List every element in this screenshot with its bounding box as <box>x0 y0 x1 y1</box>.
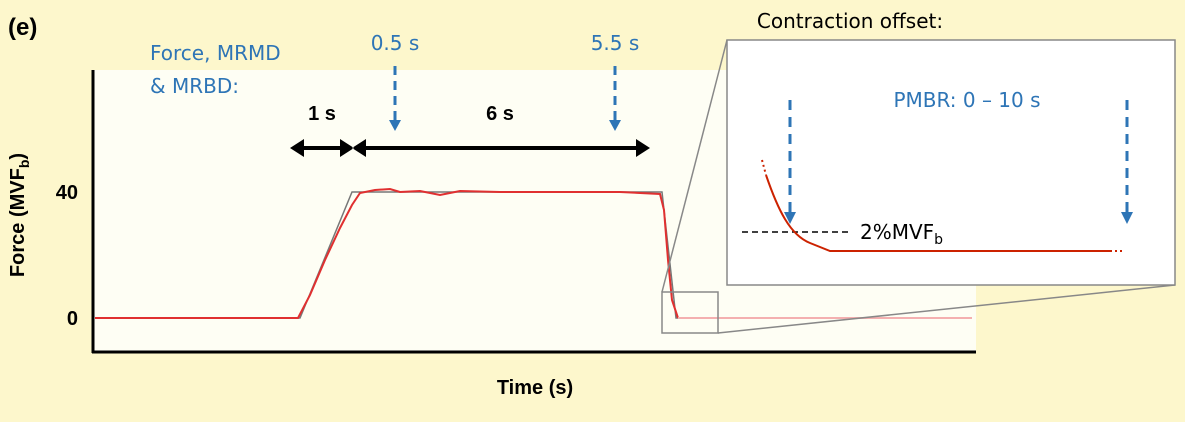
zoom-lines <box>661 39 1176 334</box>
duration-label: 6 s <box>486 103 514 125</box>
marker-label: 5.5 s <box>591 31 640 55</box>
inset-title: Contraction offset: <box>757 9 943 33</box>
panel-label: (e) <box>8 14 37 41</box>
y-title-text: Force (MVF <box>7 168 29 277</box>
y-ticks: 0 40 <box>56 182 78 330</box>
marker-label: 0.5 s <box>371 31 420 55</box>
force-trace <box>95 187 679 319</box>
zoom-box <box>661 291 719 334</box>
arrow-heads <box>290 139 650 157</box>
inset-window: PMBR: 0 – 10 s <box>893 88 1040 112</box>
threshold-text: 2%MVF <box>860 220 934 244</box>
force-label: & MRBD: <box>150 74 239 98</box>
y-tick-label: 40 <box>56 182 78 204</box>
threshold-subscript: b <box>934 232 943 248</box>
y-axis-title: Force (MVFb) <box>7 153 32 277</box>
threshold-label: 2%MVFb <box>860 220 943 248</box>
inset-arrows <box>788 100 1129 214</box>
x-axis-title: Time (s) <box>497 377 573 399</box>
axes <box>91 70 976 354</box>
marker-arrows <box>393 66 617 122</box>
inset-trace <box>765 174 1110 252</box>
y-tick-label: 0 <box>67 308 78 330</box>
inset <box>726 39 1176 286</box>
duration-label: 1 s <box>308 103 336 125</box>
y-title-subscript: b <box>16 160 32 169</box>
y-title-suffix: ) <box>7 153 29 160</box>
force-label: Force, MRMD <box>150 41 281 65</box>
